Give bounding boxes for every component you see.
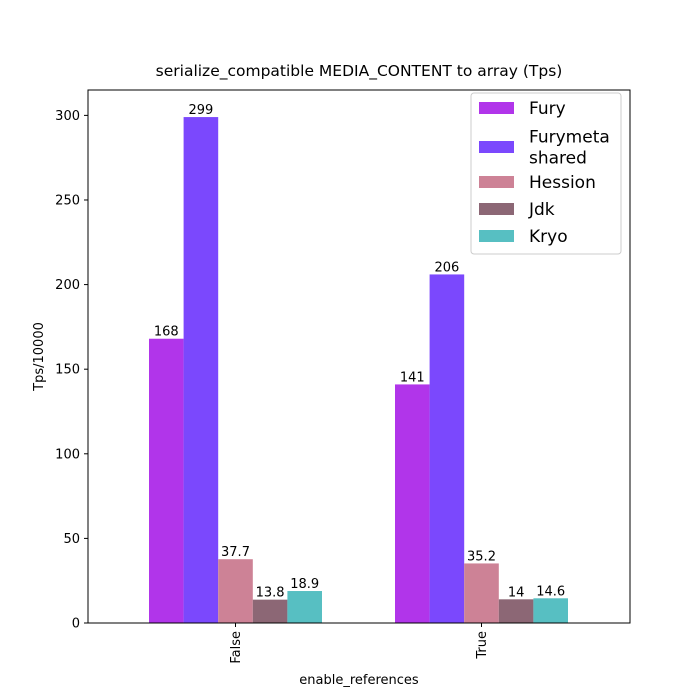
bar-jdk-false (252, 599, 288, 623)
legend-swatch-hession (479, 176, 514, 188)
y-tick-label: 250 (55, 193, 80, 208)
y-tick-label: 300 (55, 109, 80, 124)
y-axis-label: Tps/10000 (32, 322, 47, 392)
y-tick-label: 150 (55, 363, 80, 378)
data-label-fury-false: 168 (154, 325, 179, 340)
data-label-kryo-false: 18.9 (290, 577, 319, 592)
legend-swatch-furymeta-shared (479, 141, 514, 153)
bar-kryo-true (533, 598, 568, 623)
x-tick-label-true: True (475, 631, 490, 660)
legend-swatch-kryo (479, 230, 514, 242)
legend-label-hession: Hession (529, 173, 596, 193)
y-tick-label: 0 (72, 617, 80, 632)
legend-label-kryo: Kryo (529, 227, 568, 247)
bar-hession-false (218, 559, 253, 623)
data-label-jdk-false: 13.8 (256, 586, 285, 601)
bar-kryo-false (287, 591, 322, 623)
bars-layer (149, 117, 568, 624)
y-tick-label: 50 (63, 532, 80, 547)
data-labels-layer: 168 299 37.7 13.8 18.9 141 206 35.2 14 14.6 (154, 103, 565, 601)
bar-fury-true (395, 384, 430, 623)
data-label-jdk-true: 14 (508, 585, 525, 600)
data-label-furymeta-shared-false: 299 (188, 103, 213, 118)
bar-jdk-true (498, 599, 534, 623)
plot-frame (87, 89, 631, 624)
legend-label-jdk: Jdk (528, 200, 555, 220)
y-axis: 0 50 100 150 200 250 300 (55, 109, 88, 632)
data-label-fury-true: 141 (400, 370, 425, 385)
x-tick-label-false: False (229, 631, 244, 664)
data-label-kryo-true: 14.6 (536, 584, 565, 599)
bar-furymeta-shared-false (183, 117, 219, 624)
legend-label-furymeta-shared: shared (529, 149, 587, 169)
x-axis: False True (229, 623, 490, 664)
legend-swatch-jdk (479, 203, 514, 215)
legend-label-fury: Fury (529, 99, 566, 119)
bar-furymeta-shared-true (429, 274, 465, 623)
data-label-hession-true: 35.2 (467, 549, 496, 564)
legend-swatch-fury (479, 102, 514, 114)
data-label-furymeta-shared-true: 206 (434, 260, 459, 275)
data-label-hession-false: 37.7 (221, 545, 250, 560)
y-tick-label: 200 (55, 278, 80, 293)
x-axis-label: enable_references (299, 673, 419, 688)
bar-fury-false (149, 338, 184, 623)
bar-hession-true (464, 563, 499, 623)
y-tick-label: 100 (55, 447, 80, 462)
legend-label-furymeta-shared: Furymeta (529, 128, 610, 148)
chart-title: serialize_compatible MEDIA_CONTENT to ar… (156, 62, 563, 81)
